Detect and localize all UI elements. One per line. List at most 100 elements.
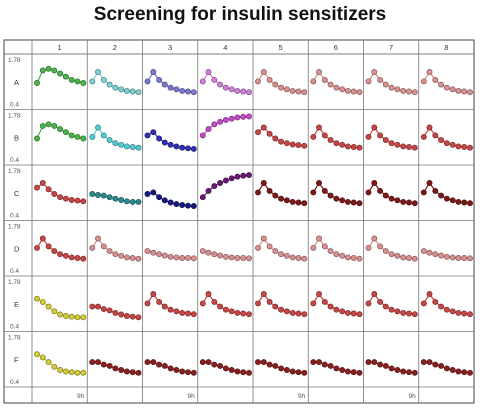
column-header: 3 xyxy=(168,43,172,52)
data-point xyxy=(156,76,163,83)
data-point xyxy=(62,252,69,259)
data-point xyxy=(112,309,119,316)
data-point xyxy=(443,306,450,313)
y-tick-max: 1.78 xyxy=(8,57,21,64)
data-point xyxy=(255,78,261,85)
data-point xyxy=(222,306,229,313)
data-point xyxy=(394,308,401,315)
data-point xyxy=(438,362,445,369)
x-end-label: 9h xyxy=(409,393,417,400)
data-point xyxy=(321,243,328,250)
data-point xyxy=(106,81,113,88)
data-point xyxy=(467,255,473,262)
data-point xyxy=(400,254,407,261)
data-point xyxy=(394,367,401,373)
data-point xyxy=(327,362,334,369)
data-point xyxy=(62,129,69,136)
data-point xyxy=(118,311,125,318)
data-point xyxy=(150,129,157,136)
data-point xyxy=(266,243,273,250)
data-point xyxy=(371,291,378,297)
data-point xyxy=(185,88,191,95)
data-point xyxy=(426,124,433,131)
data-point xyxy=(190,203,197,209)
data-point xyxy=(89,191,96,197)
data-point xyxy=(333,140,340,147)
data-point xyxy=(112,140,119,147)
data-point xyxy=(222,253,229,260)
data-point xyxy=(234,309,241,316)
data-point xyxy=(278,84,285,91)
data-point xyxy=(388,306,395,313)
data-point xyxy=(443,84,450,91)
data-point xyxy=(144,359,151,366)
data-point xyxy=(432,187,439,194)
data-point xyxy=(365,359,372,366)
data-point xyxy=(266,361,273,368)
data-point xyxy=(394,86,401,93)
data-point xyxy=(382,137,389,144)
data-point xyxy=(400,368,407,375)
data-point xyxy=(95,124,101,131)
data-point xyxy=(301,200,308,207)
data-point xyxy=(173,143,180,150)
data-point xyxy=(211,251,218,258)
data-point xyxy=(156,251,163,258)
data-point xyxy=(173,254,180,261)
data-point xyxy=(74,197,81,204)
data-point xyxy=(377,76,384,83)
data-point xyxy=(161,252,168,259)
data-point xyxy=(339,308,346,315)
data-point xyxy=(246,172,252,179)
data-point xyxy=(167,84,174,91)
data-point xyxy=(246,113,252,120)
data-point xyxy=(371,180,378,186)
data-point xyxy=(74,314,81,321)
y-tick-min: 0.4 xyxy=(10,324,19,331)
data-point xyxy=(150,359,157,366)
data-point xyxy=(74,78,81,85)
row-header: E xyxy=(14,300,19,309)
data-point xyxy=(211,183,218,190)
data-point xyxy=(411,200,418,207)
data-point xyxy=(406,199,412,206)
data-point xyxy=(371,124,378,131)
data-point xyxy=(123,254,130,261)
data-point xyxy=(289,141,296,148)
data-point xyxy=(185,145,191,152)
data-point xyxy=(382,192,389,199)
data-point xyxy=(167,365,174,372)
data-point xyxy=(190,311,197,318)
data-point xyxy=(260,291,267,297)
data-point xyxy=(129,369,136,376)
data-point xyxy=(377,243,384,250)
data-point xyxy=(89,133,96,140)
data-point xyxy=(443,195,450,202)
data-point xyxy=(301,311,308,318)
data-point xyxy=(344,254,351,261)
data-point xyxy=(135,314,142,321)
y-tick-max: 1.78 xyxy=(8,168,21,175)
data-point xyxy=(394,197,401,204)
data-point xyxy=(283,252,290,259)
data-point xyxy=(377,132,384,139)
data-point xyxy=(420,300,427,307)
data-point xyxy=(455,255,462,261)
data-point xyxy=(34,184,40,191)
data-point xyxy=(161,139,168,146)
data-point xyxy=(371,235,378,242)
data-point xyxy=(217,303,224,310)
data-point xyxy=(461,88,468,95)
data-point xyxy=(62,73,69,80)
data-point xyxy=(123,313,130,319)
data-point xyxy=(234,173,241,180)
data-point xyxy=(39,180,46,186)
data-point xyxy=(211,298,218,305)
data-point xyxy=(310,359,317,366)
data-point xyxy=(289,254,296,261)
data-point xyxy=(150,189,157,196)
data-point xyxy=(51,248,58,255)
data-point xyxy=(289,87,296,94)
data-point xyxy=(316,291,322,297)
column-header: 5 xyxy=(279,43,283,52)
